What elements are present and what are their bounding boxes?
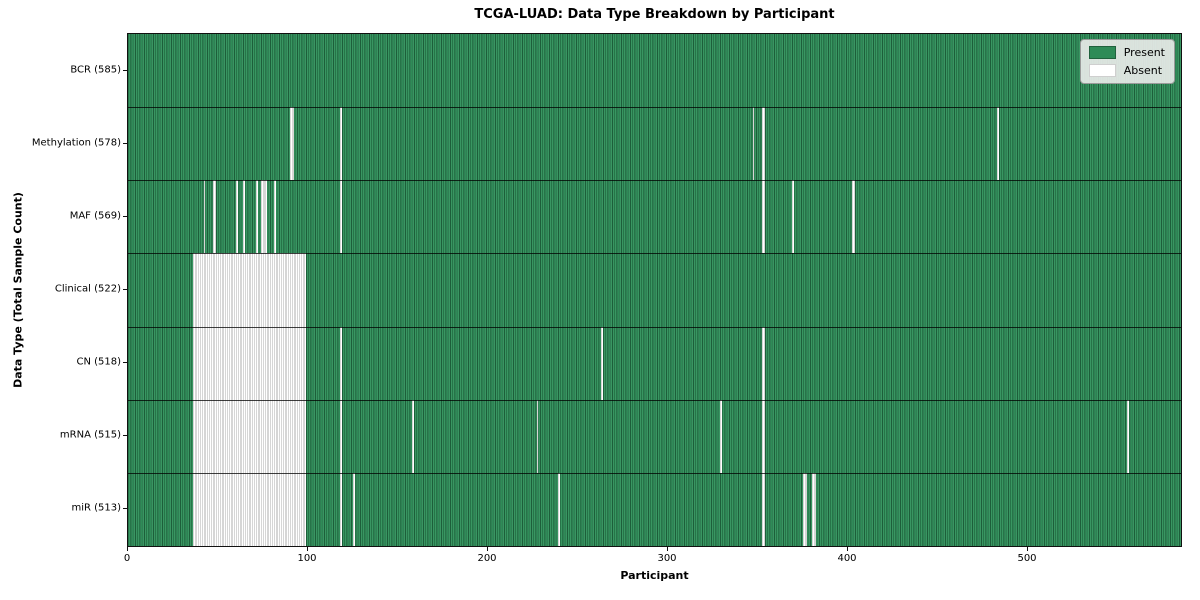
absent-stripe	[761, 107, 766, 181]
y-tick-label-CN: CN (518)	[76, 356, 121, 368]
legend-label-absent: Absent	[1123, 64, 1163, 77]
row-miR	[128, 472, 1181, 546]
y-tick-label-MAF: MAF (569)	[69, 210, 121, 222]
absent-stripe	[192, 399, 307, 473]
absent-stripe	[243, 180, 245, 254]
row-separator	[128, 253, 1181, 255]
y-axis-label: Data Type (Total Sample Count)	[11, 192, 25, 388]
row-MAF	[128, 180, 1181, 254]
x-tick-mark	[487, 547, 488, 551]
absent-stripe	[997, 107, 1000, 181]
x-tick-mark	[847, 547, 848, 551]
y-tick-mark	[123, 289, 127, 290]
row-Clinical	[128, 253, 1181, 327]
absent-stripe	[236, 180, 238, 254]
y-tick-mark	[123, 69, 127, 71]
x-tick-label: 500	[1017, 553, 1037, 564]
absent-stripe	[340, 472, 343, 546]
legend-entry-present: Present	[1088, 46, 1165, 59]
x-tick-label: 300	[657, 553, 677, 564]
absent-stripe	[851, 180, 856, 254]
x-axis-label: Participant	[620, 569, 689, 582]
absent-stripe	[720, 399, 722, 473]
absent-stripe	[192, 326, 307, 400]
absent-stripe	[192, 253, 307, 327]
y-tick-mark	[123, 142, 127, 144]
absent-stripe	[761, 180, 766, 254]
plot-area: Present Absent	[127, 33, 1182, 547]
absent-stripe	[803, 472, 807, 546]
row-separator	[128, 326, 1181, 328]
absent-stripe	[752, 107, 755, 181]
x-tick-mark	[127, 547, 128, 551]
y-tick-label-BCR: BCR (585)	[70, 64, 121, 76]
y-tick-label-Clinical: Clinical (522)	[54, 283, 121, 295]
absent-stripe	[353, 472, 355, 546]
absent-stripe	[601, 326, 604, 400]
absent-stripe	[812, 472, 816, 546]
absent-stripe	[273, 180, 276, 254]
y-tick-mark	[123, 435, 127, 437]
absent-stripe	[1127, 399, 1129, 473]
y-tick-label-miR: miR (513)	[71, 502, 121, 514]
absent-stripe	[761, 472, 766, 546]
y-tick-mark	[123, 362, 127, 364]
absent-stripe	[340, 107, 343, 181]
absent-stripe	[255, 180, 258, 254]
absent-stripe	[261, 180, 265, 254]
x-tick-label: 200	[477, 553, 497, 564]
absent-stripe	[792, 180, 794, 254]
legend-entry-absent: Absent	[1088, 64, 1165, 77]
row-separator	[128, 107, 1181, 109]
legend-label-present: Present	[1123, 46, 1165, 59]
absent-stripe	[536, 399, 539, 473]
row-Methylation	[128, 107, 1181, 181]
row-separator	[128, 472, 1181, 474]
x-tick-mark	[667, 547, 668, 551]
y-tick-mark	[123, 215, 127, 217]
absent-stripe	[192, 472, 307, 546]
row-BCR	[128, 34, 1181, 108]
y-tick-mark	[123, 508, 127, 510]
y-tick-label-Methylation: Methylation (578)	[31, 137, 121, 149]
absent-stripe	[761, 399, 766, 473]
absent-stripe	[212, 180, 217, 254]
y-tick-label-mRNA: mRNA (515)	[59, 429, 121, 441]
absent-stripe	[203, 180, 206, 254]
row-separator	[128, 399, 1181, 401]
absent-stripe	[264, 180, 267, 254]
absent-stripe	[290, 107, 294, 181]
absent-stripe	[558, 472, 560, 546]
absent-swatch-icon	[1088, 64, 1116, 77]
row-mRNA	[128, 399, 1181, 473]
x-tick-mark	[1027, 547, 1028, 551]
row-CN	[128, 326, 1181, 400]
absent-stripe	[340, 326, 343, 400]
x-tick-mark	[307, 547, 308, 551]
legend: Present Absent	[1079, 39, 1175, 84]
absent-stripe	[340, 180, 343, 254]
chart-title: TCGA-LUAD: Data Type Breakdown by Partic…	[474, 7, 835, 22]
row-separator	[128, 180, 1181, 182]
x-tick-label: 400	[837, 553, 857, 564]
absent-stripe	[340, 399, 343, 473]
x-tick-label: 0	[123, 553, 131, 564]
x-tick-label: 100	[297, 553, 317, 564]
present-swatch-icon	[1088, 46, 1116, 59]
absent-stripe	[412, 399, 415, 473]
absent-stripe	[761, 326, 766, 400]
